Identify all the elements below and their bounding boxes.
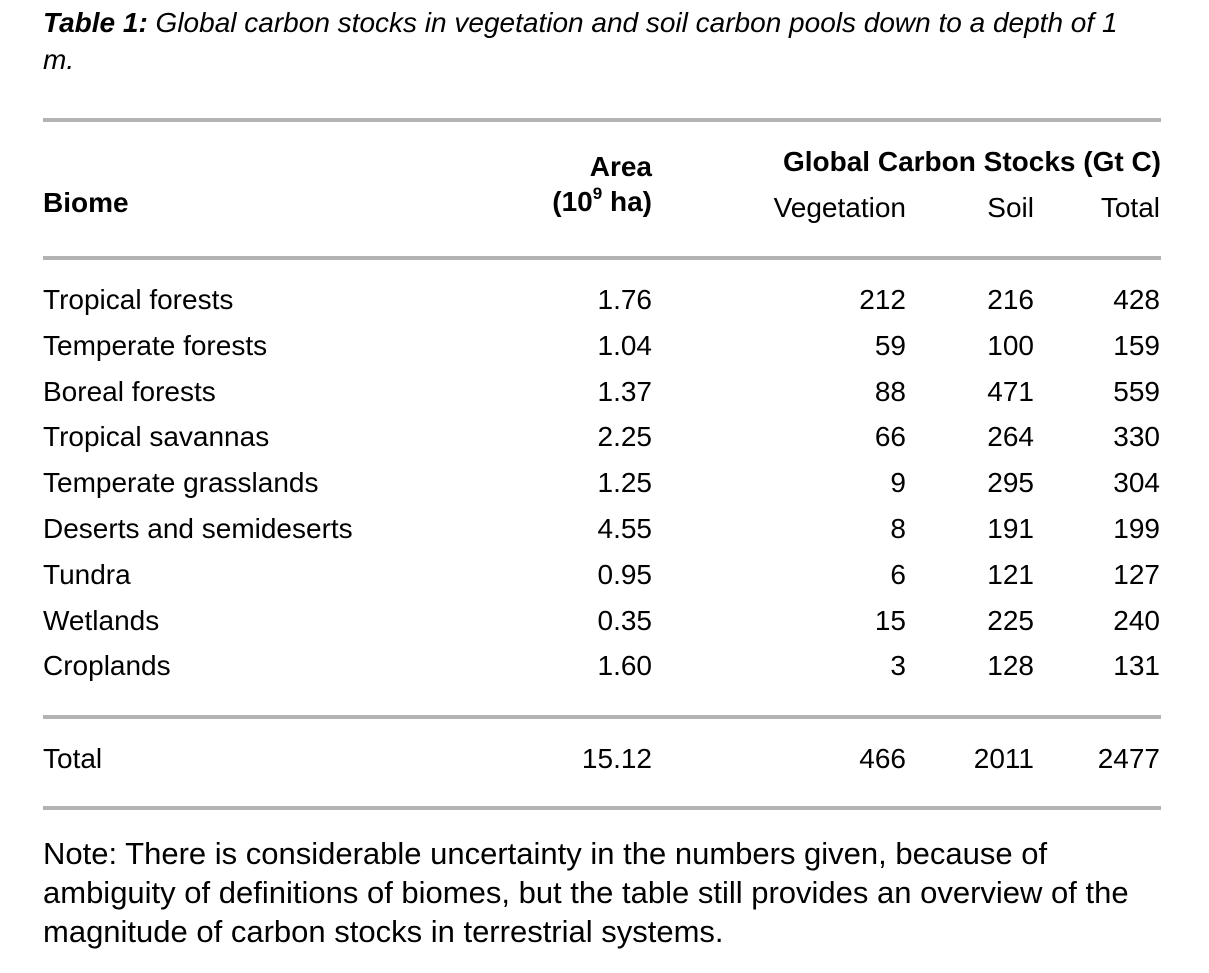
cell-area: 1.76 (597, 284, 653, 315)
caption-text: Global carbon stocks in vegetation and s… (43, 7, 1118, 75)
header-vegetation: Vegetation (773, 192, 906, 223)
top-rule (43, 118, 1161, 122)
cell-soil: 191 (987, 513, 1034, 544)
cell-total: 127 (1113, 559, 1160, 590)
cell-total: 199 (1113, 513, 1160, 544)
cell-vegetation: 9 (890, 467, 906, 498)
cell-vegetation: 15 (874, 605, 906, 636)
cell-soil: 295 (987, 467, 1034, 498)
cell-biome: Tropical forests (43, 284, 234, 315)
cell-soil: 216 (987, 284, 1034, 315)
cell-vegetation: 88 (874, 376, 906, 407)
bottom-rule (43, 806, 1161, 810)
area-unit-exponent: 9 (592, 183, 603, 203)
cell-total: 131 (1113, 650, 1160, 681)
cell-total: 159 (1113, 330, 1160, 361)
cell-area: 2.25 (597, 421, 653, 452)
cell-area: 1.60 (597, 650, 653, 681)
table-note: Note: There is considerable uncertainty … (43, 836, 1129, 949)
header-total: Total (1100, 192, 1160, 223)
cell-soil: 128 (987, 650, 1034, 681)
area-unit-prefix: (10 (552, 186, 593, 217)
cell-total: 428 (1113, 284, 1160, 315)
cell-soil: 100 (987, 330, 1034, 361)
cell-total: 330 (1113, 421, 1160, 452)
area-unit-suffix: ha) (602, 186, 652, 217)
header-biome: Biome (43, 187, 129, 218)
cell-biome: Temperate grasslands (43, 467, 319, 498)
cell-biome: Tundra (43, 559, 131, 590)
header-soil: Soil (987, 192, 1034, 223)
caption-label: Table 1: (43, 7, 148, 38)
header-area: Area (589, 151, 652, 182)
cell-soil: 264 (987, 421, 1034, 452)
cell-area: 1.25 (597, 467, 653, 498)
total-label: Total (43, 743, 103, 774)
cell-vegetation: 212 (859, 284, 906, 315)
cell-soil: 225 (987, 605, 1034, 636)
cell-soil: 121 (987, 559, 1034, 590)
cell-area: 4.55 (597, 513, 653, 544)
cell-area: 0.35 (597, 605, 653, 636)
cell-biome: Tropical savannas (43, 421, 270, 452)
cell-vegetation: 3 (890, 650, 906, 681)
cell-biome: Boreal forests (43, 376, 216, 407)
cell-total: 240 (1113, 605, 1160, 636)
total-vegetation: 466 (859, 743, 906, 774)
cell-total: 304 (1113, 467, 1160, 498)
cell-biome: Deserts and semideserts (43, 513, 353, 544)
cell-area: 0.95 (597, 559, 653, 590)
cell-biome: Wetlands (43, 605, 160, 636)
total-soil: 2011 (973, 743, 1034, 774)
cell-area: 1.04 (597, 330, 653, 361)
header-carbon-stocks: Global Carbon Stocks (Gt C) (782, 146, 1161, 177)
cell-vegetation: 6 (890, 559, 906, 590)
cell-vegetation: 66 (874, 421, 906, 452)
table-caption: Table 1: Global carbon stocks in vegetat… (43, 4, 1143, 78)
cell-vegetation: 59 (874, 330, 906, 361)
cell-soil: 471 (987, 376, 1034, 407)
cell-area: 1.37 (597, 376, 653, 407)
total-total: 2477 (1097, 743, 1160, 774)
total-rule (43, 715, 1161, 719)
cell-vegetation: 8 (890, 513, 906, 544)
header-rule (43, 256, 1161, 260)
cell-biome: Croplands (43, 650, 171, 681)
header-area-unit: (109 ha) (452, 185, 652, 219)
cell-total: 559 (1113, 376, 1160, 407)
cell-biome: Temperate forests (43, 330, 268, 361)
total-area: 15.12 (581, 743, 652, 774)
